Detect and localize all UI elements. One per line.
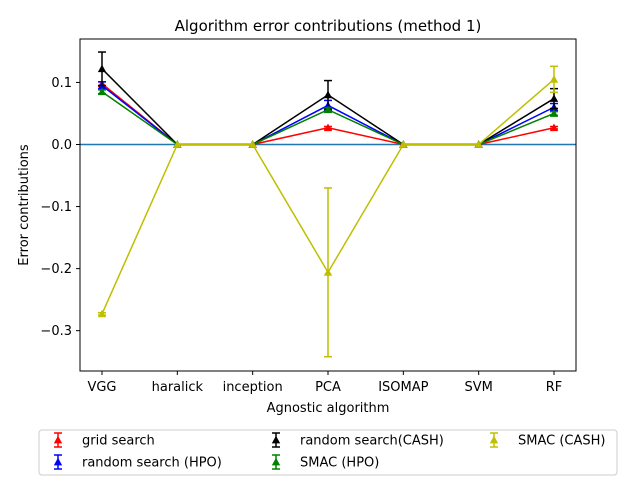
legend-label: random search (HPO) bbox=[82, 456, 222, 471]
legend-item: SMAC (CASH) bbox=[489, 432, 605, 449]
y-tick-label: 0.1 bbox=[51, 76, 72, 91]
data-point bbox=[549, 94, 559, 102]
legend-label: SMAC (CASH) bbox=[518, 434, 605, 449]
data-point bbox=[323, 268, 333, 276]
x-axis-label: Agnostic algorithm bbox=[267, 401, 390, 416]
legend-label: grid search bbox=[82, 434, 155, 449]
y-tick-label: −0.1 bbox=[40, 200, 72, 215]
x-tick-label: RF bbox=[546, 380, 563, 395]
y-axis-label: Error contributions bbox=[17, 144, 32, 266]
legend: grid search random search (HPO) random sea… bbox=[38, 429, 618, 476]
data-point bbox=[173, 140, 182, 148]
legend-item: grid search bbox=[53, 432, 155, 449]
data-point bbox=[97, 87, 107, 96]
legend-item: random search(CASH) bbox=[271, 432, 444, 449]
y-tick-label: −0.3 bbox=[40, 324, 72, 339]
legend-label: random search(CASH) bbox=[300, 434, 444, 449]
chart-title: Algorithm error contributions (method 1) bbox=[175, 17, 482, 35]
data-point bbox=[549, 123, 559, 132]
series-4 bbox=[97, 65, 559, 358]
y-tick-label: −0.2 bbox=[40, 262, 72, 277]
x-tick-label: inception bbox=[223, 380, 283, 395]
x-tick-label: ISOMAP bbox=[378, 380, 428, 395]
series-2 bbox=[97, 51, 559, 148]
legend-label: SMAC (HPO) bbox=[300, 456, 379, 471]
data-point bbox=[97, 64, 107, 73]
legend-marker bbox=[53, 435, 63, 444]
data-point bbox=[474, 140, 483, 148]
legend-item: random search (HPO) bbox=[53, 454, 222, 471]
legend-marker bbox=[489, 435, 499, 444]
legend-marker bbox=[271, 457, 281, 466]
data-point bbox=[549, 109, 559, 117]
legend-marker bbox=[53, 457, 63, 466]
axes: VGG haralick inception PCA ISOMAP SVM RF 0.1 0.0… bbox=[40, 76, 562, 395]
x-tick-label: haralick bbox=[152, 380, 204, 395]
legend-item: SMAC (HPO) bbox=[271, 454, 379, 471]
data-point bbox=[549, 75, 559, 83]
x-tick-label: PCA bbox=[315, 380, 341, 395]
data-point bbox=[248, 140, 257, 148]
legend-marker bbox=[271, 435, 281, 444]
data-point bbox=[399, 140, 408, 148]
x-tick-label: SVM bbox=[464, 380, 492, 395]
legend-box bbox=[38, 429, 618, 476]
data-point bbox=[323, 105, 333, 114]
x-tick-label: VGG bbox=[87, 380, 116, 395]
y-tick-label: 0.0 bbox=[51, 138, 72, 153]
data-point bbox=[323, 90, 333, 99]
data-point bbox=[97, 309, 107, 318]
chart-marks bbox=[80, 51, 576, 358]
data-point bbox=[323, 123, 333, 132]
